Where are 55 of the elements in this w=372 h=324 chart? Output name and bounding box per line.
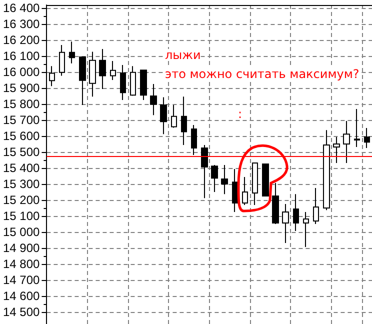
candlestick	[150, 84, 157, 116]
y-tick-label: 15 000	[3, 225, 40, 240]
candlestick	[130, 66, 136, 96]
candlestick	[201, 144, 208, 199]
y-tick-label: 15 500	[3, 145, 40, 160]
y-tick-label: 16 400	[3, 1, 40, 16]
y-tick-label: 15 900	[3, 81, 40, 96]
annotation: :	[238, 107, 242, 121]
candlestick	[323, 130, 330, 211]
y-tick-label: 14 800	[3, 257, 40, 272]
candlestick	[232, 168, 238, 213]
y-tick-label: 16 100	[3, 49, 40, 64]
candlestick	[221, 164, 228, 195]
candlestick	[262, 164, 269, 197]
y-tick-label: 14 900	[3, 241, 40, 256]
candlestick	[49, 66, 55, 87]
candlestick	[252, 162, 258, 206]
y-tick-label: 15 400	[3, 161, 40, 176]
candlestick	[313, 188, 319, 225]
candlestick	[160, 96, 167, 135]
candlestick	[99, 48, 106, 90]
candlestick	[343, 120, 350, 164]
y-tick-label: 15 700	[3, 113, 40, 128]
candlestick	[282, 204, 289, 244]
candlestick	[120, 64, 126, 101]
candlestick	[181, 96, 187, 146]
candlestick	[110, 60, 116, 81]
y-tick-label: 14 600	[3, 289, 40, 304]
candlestick	[140, 70, 147, 101]
candlestick	[303, 212, 309, 248]
candlestick	[354, 108, 360, 148]
candlestick	[293, 194, 299, 232]
candlestick	[364, 128, 370, 149]
candlestick	[171, 104, 177, 128]
candlestick	[89, 51, 96, 98]
candlestick	[211, 164, 218, 193]
candlestick	[272, 182, 279, 225]
candlestick	[69, 41, 75, 64]
y-tick-label: 15 800	[3, 97, 40, 112]
candlestick	[242, 176, 248, 206]
candlestick	[191, 124, 197, 156]
candlestick	[333, 136, 340, 164]
y-tick-label: 15 200	[3, 193, 40, 208]
y-tick-label: 15 100	[3, 209, 40, 224]
candlestick	[79, 56, 86, 106]
candlestick	[59, 44, 65, 76]
annotation: лыжи	[165, 48, 201, 62]
y-tick-label: 16 200	[3, 33, 40, 48]
y-tick-label: 15 300	[3, 177, 40, 192]
annotation: это можно считать максимум?	[165, 67, 360, 81]
y-tick-label: 14 500	[3, 305, 40, 319]
y-tick-label: 16 000	[3, 65, 40, 80]
y-tick-label: 15 600	[3, 129, 40, 144]
y-tick-label: 16 300	[3, 17, 40, 32]
y-tick-label: 14 700	[3, 273, 40, 288]
